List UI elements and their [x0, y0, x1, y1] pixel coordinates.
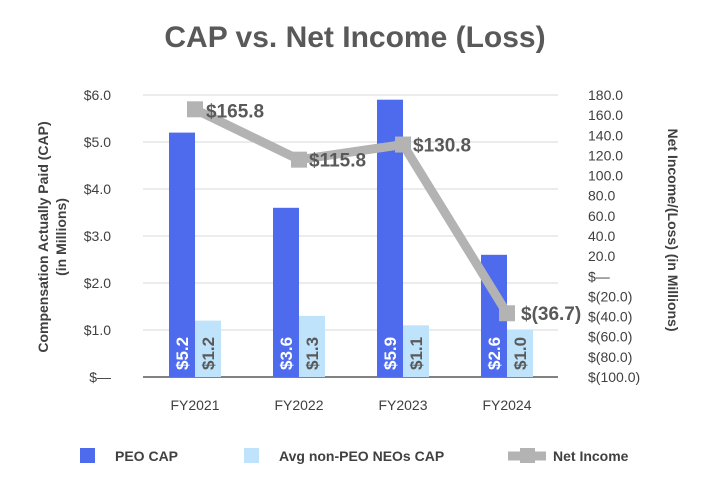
- y2-tick-label: 60.0: [588, 208, 615, 224]
- net-income-label: $(36.7): [521, 304, 581, 325]
- peo-cap-label: $3.6: [277, 337, 296, 370]
- x-tick-label: FY2023: [378, 397, 427, 413]
- legend-label: Net Income: [553, 448, 629, 464]
- y2-tick-label: 160.0: [588, 107, 623, 123]
- neo-cap-label: $1.1: [407, 337, 426, 370]
- y-tick-label: $5.0: [84, 134, 111, 150]
- net-income-label: $165.8: [206, 101, 264, 122]
- net-income-marker: [395, 136, 411, 153]
- peo-cap-label: $5.9: [381, 337, 400, 370]
- y-tick-label: $—: [89, 369, 111, 385]
- neo-cap-label: $1.3: [303, 337, 322, 370]
- y2-tick-label: $(40.0): [588, 309, 632, 325]
- bars: $5.2 $3.6 $5.9 $2.6 $1.2 $1.3 $1.1 $1.0: [169, 99, 533, 377]
- y2-tick-label: 180.0: [588, 87, 623, 103]
- neo-cap-bar: [195, 320, 221, 377]
- y-axis-title-line2: (in Millions): [53, 198, 69, 276]
- x-tick-label: FY2024: [482, 397, 531, 413]
- y-tick-label: $2.0: [84, 275, 111, 291]
- net-income-marker: [187, 101, 203, 118]
- legend-swatch: [80, 448, 95, 463]
- neo-cap-bar: [507, 330, 533, 377]
- y-axis-left: $— $1.0 $2.0 $3.0 $4.0 $5.0 $6.0: [84, 87, 111, 385]
- neo-cap-bar: [403, 325, 429, 377]
- y2-tick-label: $(20.0): [588, 288, 632, 304]
- legend-label: Avg non-PEO NEOs CAP: [279, 448, 444, 464]
- net-income-label: $115.8: [309, 151, 366, 172]
- legend: PEO CAP Avg non-PEO NEOs CAP Net Income: [80, 448, 629, 464]
- y2-tick-label: 100.0: [588, 168, 623, 184]
- y2-tick-label: $(60.0): [588, 329, 632, 345]
- y2-tick-label: 20.0: [588, 248, 615, 264]
- peo-cap-bar: [169, 132, 195, 377]
- neo-cap-bar: [299, 315, 325, 377]
- y2-tick-label: $(80.0): [588, 349, 632, 365]
- neo-cap-label: $1.2: [199, 337, 218, 370]
- y-axis-title-line1: Compensation Actually Paid (CAP): [35, 121, 51, 352]
- net-income-marker: [499, 305, 515, 322]
- y2-tick-label: 40.0: [588, 228, 615, 244]
- net-income-marker: [291, 151, 307, 168]
- y2-tick-label: 80.0: [588, 188, 615, 204]
- net-income-line: [193, 105, 511, 316]
- chart-title: CAP vs. Net Income (Loss): [164, 21, 545, 54]
- y-tick-label: $6.0: [84, 87, 111, 103]
- legend-swatch: [244, 448, 259, 463]
- y2-tick-label: $—: [588, 268, 610, 284]
- x-tick-label: FY2021: [170, 397, 219, 413]
- legend-label: PEO CAP: [115, 448, 178, 464]
- peo-cap-bar: [273, 207, 299, 377]
- y-tick-label: $1.0: [84, 322, 111, 338]
- y2-axis-title: Net Income/(Loss) (in Millions): [665, 128, 681, 331]
- net-income-label: $130.8: [413, 136, 471, 157]
- y2-tick-label: $(100.0): [588, 369, 640, 385]
- y2-tick-label: 140.0: [588, 127, 623, 143]
- y2-tick-label: 120.0: [588, 147, 623, 163]
- peo-cap-label: $5.2: [173, 337, 192, 370]
- y-tick-label: $4.0: [84, 181, 111, 197]
- y-axis-right: $(100.0) $(80.0) $(60.0) $(40.0) $(20.0) $— 20…: [588, 87, 640, 385]
- neo-cap-label: $1.0: [511, 337, 530, 370]
- legend-marker: [520, 448, 535, 463]
- net-income-line-group: $165.8 $115.8 $130.8 $(36.7): [187, 101, 581, 325]
- x-tick-label: FY2022: [274, 397, 323, 413]
- peo-cap-label: $2.6: [485, 337, 504, 370]
- y-tick-label: $3.0: [84, 228, 111, 244]
- x-axis: FY2021 FY2022 FY2023 FY2024: [170, 397, 531, 413]
